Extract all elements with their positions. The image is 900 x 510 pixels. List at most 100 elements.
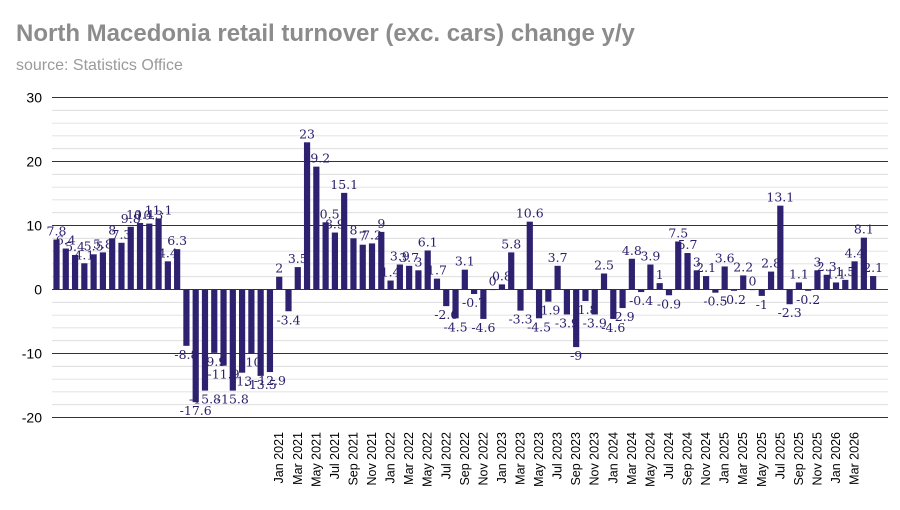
data-label: -0.2 [722,292,746,307]
bar [71,254,79,290]
data-label: -13.5 [245,377,277,392]
data-label: -15.8 [217,392,249,407]
bar [498,284,506,290]
data-label: 1.4 [381,265,401,280]
data-label: 2.2 [733,259,753,274]
x-tick-label: Sep 2025 [792,432,806,486]
bar [786,289,793,305]
data-label: -0.9 [657,296,681,311]
bar [433,278,441,290]
data-label: 7.8 [47,224,67,239]
x-tick-label: Mar 2022 [402,432,416,485]
bar [443,289,450,307]
data-label: 2.8 [761,256,781,271]
x-tick-label: Jul 2023 [551,432,565,479]
data-label: 3.1 [455,254,475,269]
x-tick-label: Jul 2021 [328,432,342,479]
data-label: -9 [570,348,582,363]
data-label: 3 [693,254,701,269]
data-label: -0.4 [629,293,653,308]
bar [276,276,283,290]
bars [53,142,877,403]
data-label: 4.8 [622,243,642,258]
data-label: 1.5 [835,264,855,279]
bar [220,289,227,366]
data-label: -12.9 [254,373,286,388]
data-label: 5.4 [65,239,85,254]
data-label: -0.5 [703,294,727,309]
bar [842,279,849,290]
x-tick-label: Mar 2024 [625,432,639,485]
bar [554,265,561,290]
data-label: -3.9 [555,315,579,330]
bar [368,243,376,290]
data-label: 7.5 [668,226,688,241]
data-label: 8 [108,222,116,237]
data-label: 6.1 [418,234,438,249]
bar [638,289,645,293]
x-tick-label: Sep 2023 [569,432,583,486]
x-tick-label: Nov 2022 [476,432,490,486]
bar [480,289,487,319]
data-label: 9.8 [121,211,141,226]
bar [703,276,710,290]
x-tick-label: Mar 2023 [514,432,528,485]
bar [712,289,719,293]
data-label: 0 [749,274,757,289]
data-label: 5.7 [678,237,698,252]
data-label: 3.5 [288,251,308,266]
bar [656,283,663,290]
bar [721,266,728,290]
data-label: 2.5 [594,258,614,273]
bar [665,289,673,296]
x-tick-label: May 2021 [309,432,323,487]
bar [118,242,125,290]
bar [489,289,496,291]
data-label: 10.5 [312,206,340,221]
y-tick-label: 20 [26,154,42,170]
data-label: 8 [349,222,357,237]
bar [684,253,691,290]
x-tick-label: Nov 2021 [365,432,379,486]
data-label: -2.3 [778,305,802,320]
bar [619,289,626,309]
bar [387,280,394,290]
data-label: 3 [813,254,821,269]
data-label: 19.2 [302,151,330,166]
bar [266,289,274,373]
x-tick-label: Mar 2025 [736,432,750,485]
data-label: 9 [377,216,385,231]
data-label: 2.3 [817,259,837,274]
data-label: 4.4 [158,245,178,260]
x-tick-label: Sep 2022 [458,432,472,486]
bar [415,270,422,290]
data-label: 3.7 [548,250,568,265]
bar [860,237,867,290]
x-tick-label: Jul 2025 [773,432,787,479]
bar [183,289,190,346]
x-tick-label: May 2025 [755,432,769,487]
data-label: 10.3 [135,208,163,223]
bar [628,258,635,290]
data-label: -1 [756,297,768,312]
x-tick-label: Jul 2022 [439,432,453,479]
data-label: -4.6 [601,320,625,335]
bar [795,282,802,290]
x-tick-label: Mar 2021 [291,432,305,485]
data-label: 0.8 [492,268,512,283]
data-label: 8.9 [325,217,345,232]
data-label: 3.6 [715,250,735,265]
bar [777,205,784,290]
bar [814,270,821,290]
data-label: 6.3 [167,233,187,248]
data-label: -3.9 [583,315,607,330]
bar [675,241,682,290]
data-label: 7.3 [112,227,132,242]
y-tick-label: 10 [26,218,42,234]
data-label: -17.6 [180,403,212,418]
data-label: 0 [489,274,497,289]
bar [610,289,617,319]
data-label: -1.8 [573,302,597,317]
bar [823,274,830,290]
